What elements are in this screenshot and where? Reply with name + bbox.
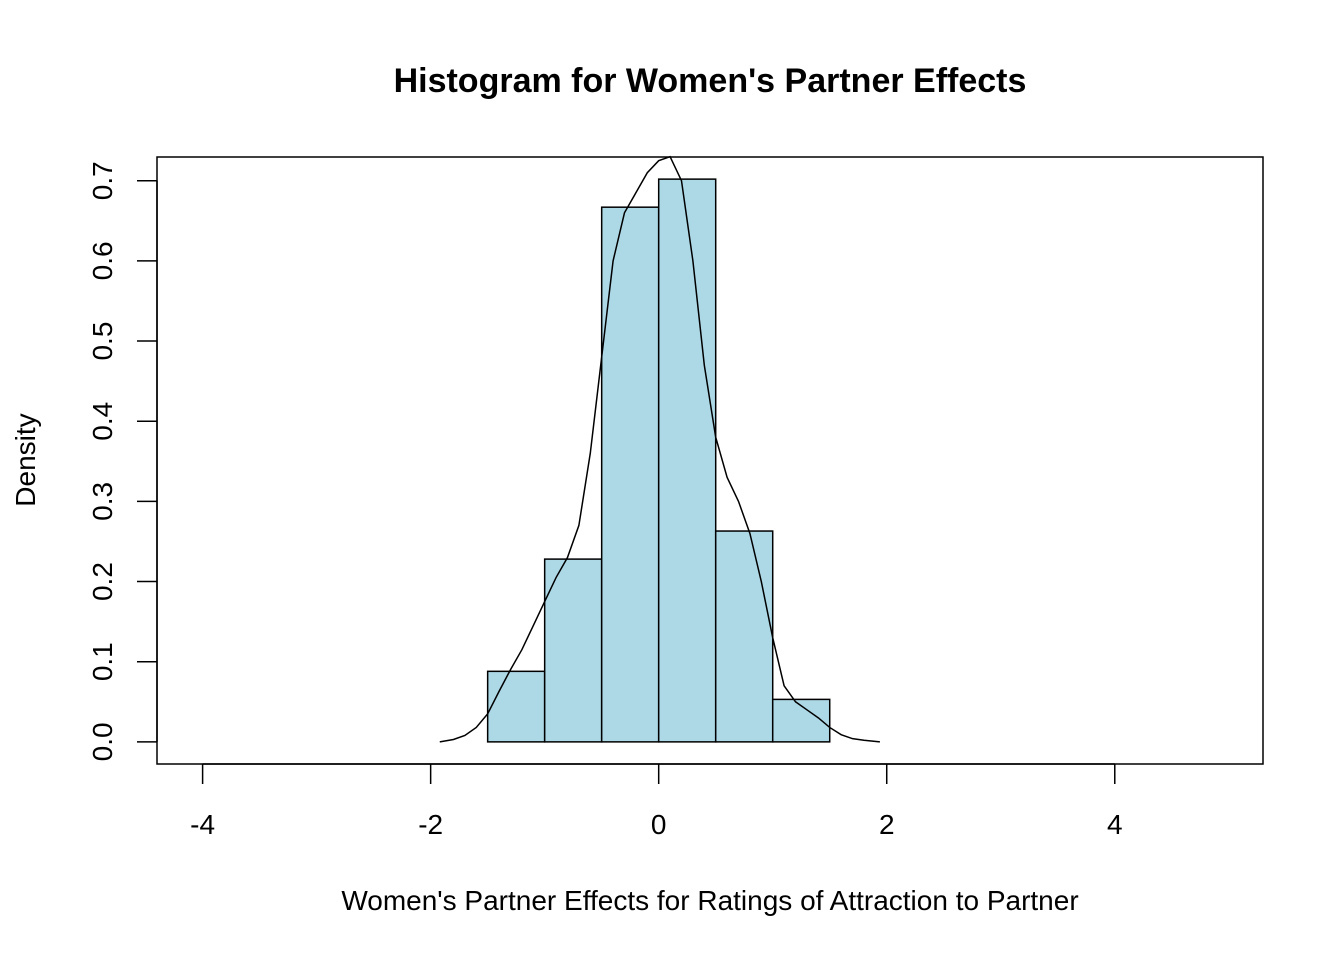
y-axis: 0.0 0.1 0.2 0.3 0.4 0.5 0.6 0.7 [87,161,158,761]
y-tick-label: 0.2 [87,562,118,601]
y-tick-label: 0.7 [87,161,118,200]
chart-title: Histogram for Women's Partner Effects [394,62,1027,100]
x-tick-label: 0 [651,809,667,840]
density-curve [439,155,880,743]
x-tick-label: -2 [418,809,443,840]
x-tick-label: -4 [190,809,215,840]
y-tick-label: 0.5 [87,322,118,361]
x-tick-label: 2 [879,809,895,840]
histogram-bars [486,178,831,743]
y-tick-label: 0.6 [87,241,118,280]
histogram-bar-2 [543,558,603,743]
y-tick-label: 0.3 [87,482,118,521]
histogram-bar-4 [657,178,717,743]
histogram-bar-3 [600,206,660,743]
x-axis-label: Women's Partner Effects for Ratings of A… [341,885,1078,916]
y-tick-label: 0.0 [87,722,118,761]
histogram-bar-1 [486,670,546,743]
y-axis-label: Density [10,413,41,506]
x-tick-label: 4 [1107,809,1123,840]
x-axis: -4 -2 0 2 4 [190,763,1123,840]
y-tick-label: 0.1 [87,642,118,681]
y-tick-label: 0.4 [87,402,118,441]
histogram-bar-5 [714,530,774,743]
